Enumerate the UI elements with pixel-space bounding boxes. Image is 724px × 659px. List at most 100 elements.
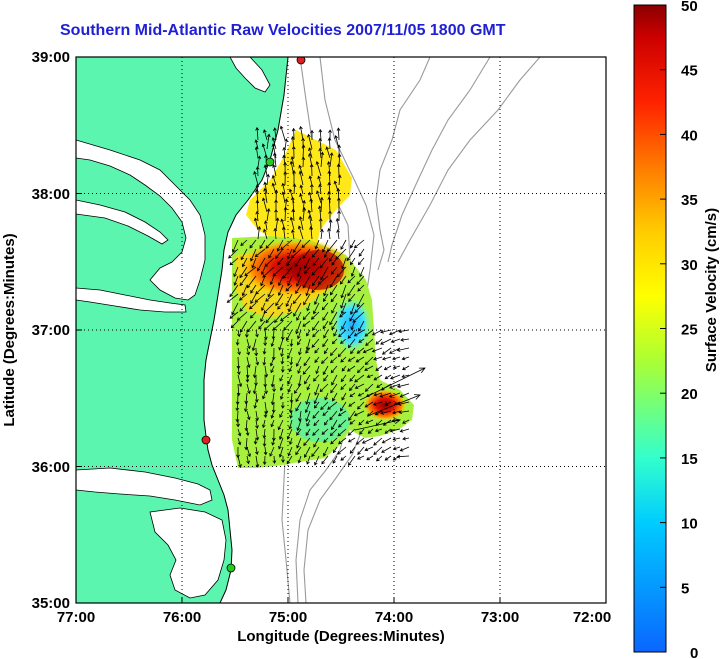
velocity-arrow xyxy=(347,329,356,339)
y-tick-label: 35:00 xyxy=(32,595,70,612)
velocity-arrow xyxy=(272,455,277,464)
velocity-arrow xyxy=(327,170,332,186)
velocity-arrow xyxy=(396,383,410,389)
velocity-arrow xyxy=(329,275,338,288)
chesapeake-bay xyxy=(76,139,206,301)
velocity-arrow xyxy=(249,302,257,310)
velocity-arrow xyxy=(399,392,410,398)
velocity-arrow xyxy=(358,419,365,426)
velocity-arrow xyxy=(314,356,320,364)
velocity-arrow xyxy=(289,356,294,366)
velocity-arrow xyxy=(350,266,356,277)
velocity-arrow xyxy=(255,210,260,222)
velocity-arrow xyxy=(298,410,302,422)
colorbar-tick-label: 45 xyxy=(681,63,698,80)
x-tick-label: 74:00 xyxy=(375,609,413,626)
colorbar-tick-label: 0 xyxy=(690,645,698,659)
velocity-arrow xyxy=(250,284,257,294)
velocity-arrow xyxy=(380,338,392,345)
velocity-arrow xyxy=(253,437,258,445)
velocity-arrow xyxy=(270,374,275,388)
velocity-arrow xyxy=(358,248,365,257)
x-tick-label: 72:00 xyxy=(573,609,611,626)
velocity-arrow xyxy=(235,401,240,412)
tick-marks xyxy=(75,56,607,604)
velocity-arrow xyxy=(265,293,275,302)
velocity-arrow xyxy=(271,143,277,159)
velocity-arrow xyxy=(271,437,275,446)
velocity-arrow xyxy=(263,164,268,177)
velocity-arrow xyxy=(314,347,320,354)
velocity-arrow xyxy=(244,266,257,277)
velocity-arrow xyxy=(341,257,347,270)
velocity-arrow xyxy=(336,266,347,278)
velocity-arrow xyxy=(329,428,338,437)
velocity-arrow xyxy=(322,410,329,416)
velocity-arrow xyxy=(246,356,251,369)
velocity-arrow xyxy=(233,275,239,286)
velocity-arrow xyxy=(402,365,410,371)
velocity-arrow xyxy=(399,446,410,452)
velocity-arrow xyxy=(302,320,311,327)
velocity-arrow xyxy=(347,428,356,436)
velocity-arrow xyxy=(254,347,259,357)
velocity-arrow xyxy=(340,293,347,309)
velocity-arrow xyxy=(262,347,267,355)
velocity-arrow xyxy=(294,257,302,267)
velocity-arrow xyxy=(262,455,267,466)
x-tick-label: 75:00 xyxy=(269,609,307,626)
velocity-arrow xyxy=(305,428,311,436)
velocity-arrow xyxy=(237,428,242,437)
velocity-arrow xyxy=(255,183,260,195)
velocity-arrow xyxy=(364,356,374,366)
velocity-arrow xyxy=(309,183,314,195)
velocity-arrow xyxy=(249,239,257,249)
velocity-arrow xyxy=(357,257,365,266)
velocity-arrow xyxy=(263,410,268,419)
velocity-arrow xyxy=(311,284,320,293)
velocity-arrow xyxy=(288,188,295,204)
velocity-arrow xyxy=(312,410,320,419)
velocity-arrow xyxy=(308,147,313,159)
velocity-arrow xyxy=(389,374,401,380)
velocity-arrow xyxy=(340,302,347,315)
velocity-arrow xyxy=(241,257,248,268)
velocity-arrow xyxy=(262,197,268,213)
y-axis-label: Latitude (Degrees:Minutes) xyxy=(1,233,18,426)
velocity-arrow xyxy=(246,410,251,421)
velocity-arrow xyxy=(259,239,266,249)
velocity-arrow xyxy=(392,410,401,415)
colorbar-tick-label: 30 xyxy=(681,257,698,274)
velocity-arrow xyxy=(272,266,284,277)
velocity-arrow xyxy=(262,392,266,400)
velocity-arrow xyxy=(313,419,320,427)
velocity-arrow xyxy=(341,365,347,372)
velocity-arrow xyxy=(288,419,293,430)
velocity-arrow xyxy=(280,401,285,409)
velocity-arrow xyxy=(340,383,347,390)
velocity-arrow xyxy=(312,329,320,338)
velocity-arrow xyxy=(293,302,302,317)
velocity-arrow xyxy=(382,356,392,361)
velocity-arrow xyxy=(229,284,239,298)
velocity-arrow xyxy=(336,197,341,213)
velocity-arrow xyxy=(358,338,365,343)
velocity-arrow xyxy=(278,437,284,450)
velocity-arrow xyxy=(380,410,392,415)
velocity-arrow xyxy=(339,275,347,285)
velocity-field-north xyxy=(246,130,352,250)
velocity-arrow xyxy=(365,338,374,347)
velocity-arrow xyxy=(320,151,325,168)
velocity-arrow xyxy=(263,302,275,314)
velocity-arrow xyxy=(312,374,320,382)
velocity-arrow xyxy=(373,446,383,456)
velocity-arrow xyxy=(322,293,329,302)
velocity-arrow xyxy=(319,257,329,269)
velocity-arrow xyxy=(362,347,374,354)
velocity-arrow xyxy=(257,257,266,272)
velocity-arrow xyxy=(281,226,286,240)
velocity-arrow xyxy=(277,302,284,310)
velocity-arrow xyxy=(239,275,248,287)
velocity-arrow xyxy=(320,401,329,411)
velocity-arrow xyxy=(379,392,392,398)
